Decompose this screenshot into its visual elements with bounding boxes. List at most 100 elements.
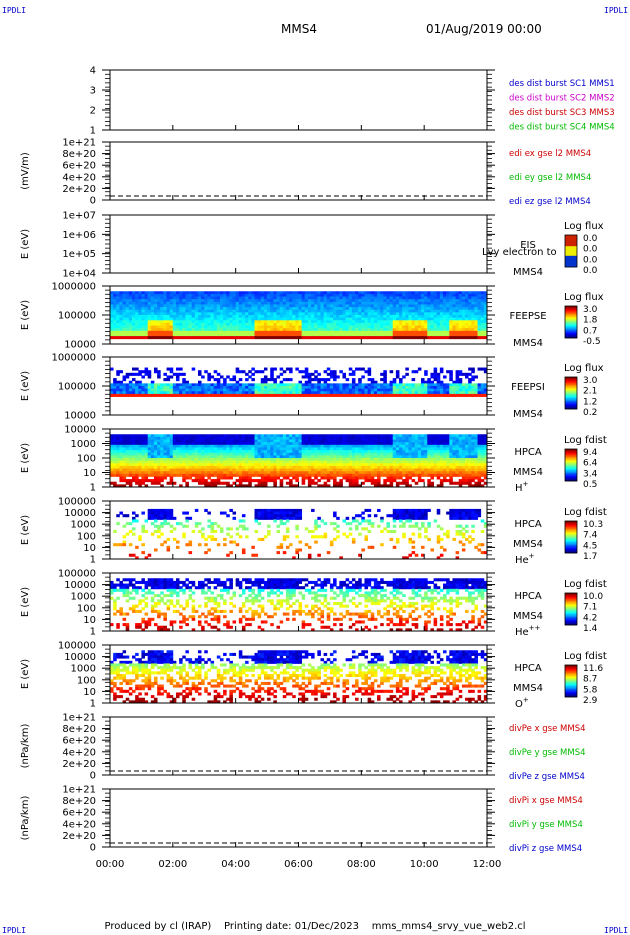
heatmap-cell bbox=[113, 294, 117, 297]
heatmap-cell bbox=[201, 450, 205, 453]
heatmap-cell bbox=[358, 461, 362, 464]
heatmap-cell bbox=[327, 463, 331, 466]
heatmap-cell bbox=[211, 383, 215, 386]
heatmap-cell bbox=[430, 328, 434, 331]
heatmap-cell bbox=[305, 469, 309, 472]
heatmap-cell bbox=[327, 469, 331, 472]
heatmap-cell bbox=[207, 455, 211, 458]
heatmap-cell bbox=[295, 453, 299, 456]
heatmap-cell bbox=[277, 307, 281, 310]
heatmap-cell bbox=[427, 299, 431, 302]
heatmap-cell bbox=[393, 336, 397, 339]
heatmap-cell bbox=[135, 463, 139, 466]
heatmap-cell bbox=[189, 474, 193, 477]
heatmap-cell bbox=[346, 445, 350, 448]
heatmap-cell bbox=[261, 383, 265, 386]
heatmap-cell bbox=[346, 453, 350, 456]
heatmap-cell bbox=[204, 437, 208, 440]
heatmap-cell bbox=[211, 294, 215, 297]
heatmap-cell bbox=[459, 299, 463, 302]
heatmap-cell bbox=[311, 297, 315, 300]
heatmap-cell bbox=[207, 302, 211, 305]
heatmap-cell bbox=[236, 442, 240, 445]
heatmap-cell bbox=[160, 469, 164, 472]
heatmap-cell bbox=[342, 333, 346, 336]
heatmap-cell bbox=[474, 291, 478, 294]
heatmap-cell bbox=[233, 469, 237, 472]
heatmap-cell bbox=[346, 383, 350, 386]
heatmap-cell bbox=[179, 455, 183, 458]
heatmap-cell bbox=[195, 318, 199, 321]
heatmap-cell bbox=[113, 463, 117, 466]
heatmap-cell bbox=[226, 389, 230, 392]
heatmap-cell bbox=[361, 458, 365, 461]
heatmap-cell bbox=[292, 297, 296, 300]
heatmap-cell bbox=[229, 378, 233, 381]
heatmap-cell bbox=[176, 383, 180, 386]
heatmap-cell bbox=[141, 442, 145, 445]
heatmap-cell bbox=[170, 476, 174, 479]
heatmap-cell bbox=[192, 368, 196, 371]
heatmap-cell bbox=[192, 458, 196, 461]
heatmap-cell bbox=[424, 307, 428, 310]
heatmap-cell bbox=[201, 299, 205, 302]
heatmap-cell bbox=[233, 450, 237, 453]
heatmap-cell bbox=[248, 299, 252, 302]
heatmap-cell bbox=[408, 294, 412, 297]
heatmap-cell bbox=[248, 328, 252, 331]
heatmap-cell bbox=[374, 453, 378, 456]
heatmap-cell bbox=[289, 391, 293, 394]
heatmap-cell bbox=[377, 383, 381, 386]
heatmap-cell bbox=[421, 299, 425, 302]
heatmap-cell bbox=[113, 326, 117, 329]
colorbar-label: 0.0 bbox=[583, 245, 598, 255]
heatmap-cell bbox=[201, 455, 205, 458]
heatmap-cell bbox=[364, 440, 368, 443]
heatmap-cell bbox=[415, 391, 419, 394]
heatmap-cell bbox=[380, 291, 384, 294]
heatmap-cell bbox=[110, 307, 114, 310]
heatmap-cell bbox=[220, 299, 224, 302]
heatmap-cell bbox=[267, 463, 271, 466]
heatmap-cell bbox=[437, 297, 441, 300]
heatmap-cell bbox=[320, 447, 324, 450]
y-tick-label: 6e+20 bbox=[62, 161, 96, 172]
heatmap-cell bbox=[299, 461, 303, 464]
heatmap-cell bbox=[192, 391, 196, 394]
heatmap-cell bbox=[157, 453, 161, 456]
heatmap-cell bbox=[405, 383, 409, 386]
heatmap-cell bbox=[167, 445, 171, 448]
heatmap-cell bbox=[135, 461, 139, 464]
heatmap-cell bbox=[239, 437, 243, 440]
heatmap-cell bbox=[182, 440, 186, 443]
heatmap-cell bbox=[123, 469, 127, 472]
heatmap-cell bbox=[160, 455, 164, 458]
heatmap-cell bbox=[317, 304, 321, 307]
heatmap-cell bbox=[430, 331, 434, 334]
heatmap-cell bbox=[123, 294, 127, 297]
heatmap-cell bbox=[283, 389, 287, 392]
heatmap-cell bbox=[113, 386, 117, 389]
heatmap-cell bbox=[418, 310, 422, 313]
heatmap-cell bbox=[434, 368, 438, 371]
heatmap-cell bbox=[292, 450, 296, 453]
heatmap-cell bbox=[135, 437, 139, 440]
heatmap-cell bbox=[251, 389, 255, 392]
heatmap-cell bbox=[358, 445, 362, 448]
heatmap-cell bbox=[465, 307, 469, 310]
heatmap-cell bbox=[163, 440, 167, 443]
heatmap-cell bbox=[229, 386, 233, 389]
heatmap-cell bbox=[251, 378, 255, 381]
heatmap-cell bbox=[349, 442, 353, 445]
heatmap-cell bbox=[320, 315, 324, 318]
heatmap-cell bbox=[207, 447, 211, 450]
heatmap-cell bbox=[399, 318, 403, 321]
heatmap-cell bbox=[223, 386, 227, 389]
heatmap-cell bbox=[327, 323, 331, 326]
heatmap-cell bbox=[126, 383, 130, 386]
heatmap-cell bbox=[110, 368, 114, 371]
heatmap-cell bbox=[295, 389, 299, 392]
heatmap-cell bbox=[393, 323, 397, 326]
heatmap-cell bbox=[295, 307, 299, 310]
heatmap-cell bbox=[182, 297, 186, 300]
